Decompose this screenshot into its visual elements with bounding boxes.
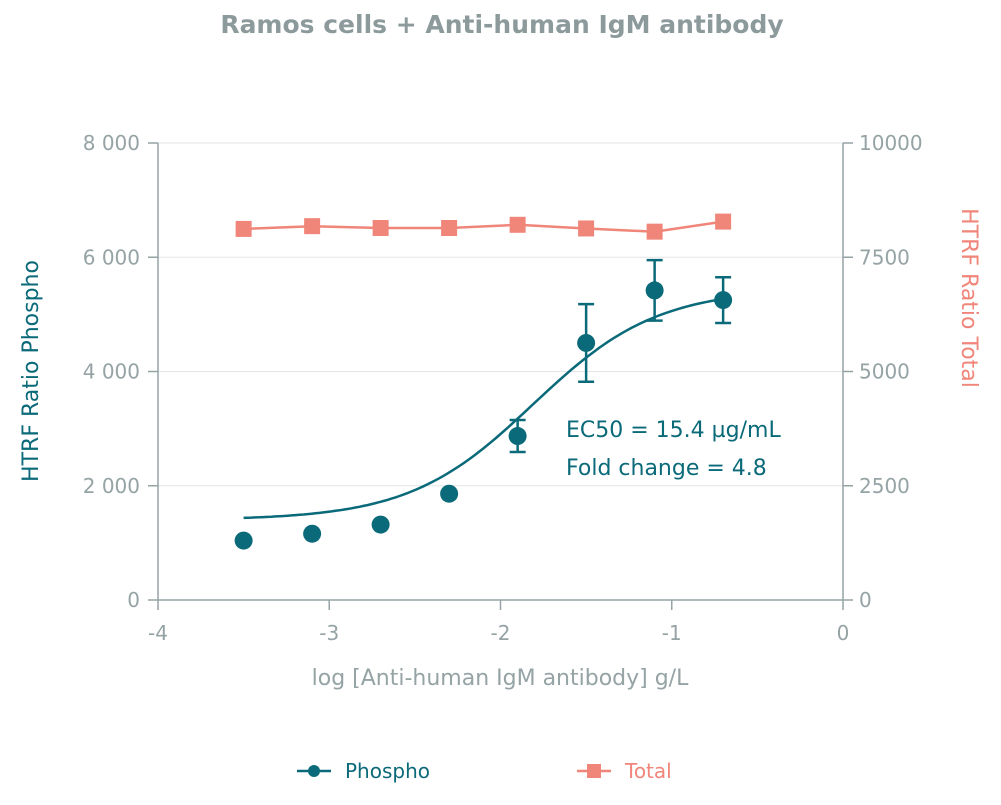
left-tick-label: 0 xyxy=(127,588,140,612)
x-tick-label: -2 xyxy=(491,621,511,645)
left-tick-label: 2 000 xyxy=(83,474,140,498)
right-tick-label: 2500 xyxy=(859,474,910,498)
left-tick-label: 8 000 xyxy=(83,131,140,155)
legend: Phospho Total xyxy=(297,759,672,783)
legend-item-total[interactable]: Total xyxy=(577,759,672,783)
phospho-point xyxy=(303,524,322,543)
x-tick-label: -3 xyxy=(319,621,339,645)
right-y-axis-label: HTRF Ratio Total xyxy=(956,208,981,388)
total-series-line xyxy=(243,220,724,233)
left-tick-label: 6 000 xyxy=(83,245,140,269)
legend-total-marker xyxy=(587,764,601,778)
phospho-point xyxy=(714,291,733,310)
legend-phospho-marker xyxy=(308,765,320,777)
total-point xyxy=(441,220,458,237)
phospho-point xyxy=(234,531,253,550)
x-axis-label: log [Anti-human IgM antibody] g/L xyxy=(312,666,689,691)
left-y-ticks: 0 2 000 4 000 6 000 8 000 xyxy=(83,131,158,612)
right-tick-label: 10000 xyxy=(859,131,923,155)
left-y-axis-label: HTRF Ratio Phospho xyxy=(19,260,44,482)
legend-total-label: Total xyxy=(624,759,672,783)
phospho-point xyxy=(508,427,527,446)
phospho-fit-curve xyxy=(243,297,724,520)
total-point xyxy=(372,220,389,237)
fold-change-annotation: Fold change = 4.8 xyxy=(566,456,767,481)
gridlines xyxy=(158,142,843,487)
plot-area xyxy=(234,213,733,550)
right-tick-label: 5000 xyxy=(859,360,910,384)
total-point xyxy=(509,216,526,233)
right-tick-label: 0 xyxy=(859,588,872,612)
x-tick-label: -1 xyxy=(662,621,682,645)
phospho-point xyxy=(371,515,390,534)
ec50-annotation: EC50 = 15.4 µg/mL xyxy=(566,418,781,443)
legend-item-phospho[interactable]: Phospho xyxy=(297,759,430,783)
x-tick-label: 0 xyxy=(837,621,850,645)
right-y-ticks: 0 2500 5000 7500 10000 xyxy=(843,131,923,612)
right-tick-label: 7500 xyxy=(859,245,910,269)
total-point xyxy=(235,220,252,237)
phospho-point xyxy=(645,281,664,300)
phospho-point xyxy=(440,484,459,503)
total-point xyxy=(715,213,732,230)
chart-title: Ramos cells + Anti-human IgM antibody xyxy=(220,10,783,39)
legend-phospho-label: Phospho xyxy=(345,759,430,783)
phospho-point xyxy=(577,333,596,352)
left-tick-label: 4 000 xyxy=(83,360,140,384)
x-ticks: -4 -3 -2 -1 0 xyxy=(148,600,849,645)
total-point xyxy=(578,220,595,237)
total-point xyxy=(304,218,321,235)
total-point xyxy=(646,223,663,240)
x-tick-label: -4 xyxy=(148,621,168,645)
